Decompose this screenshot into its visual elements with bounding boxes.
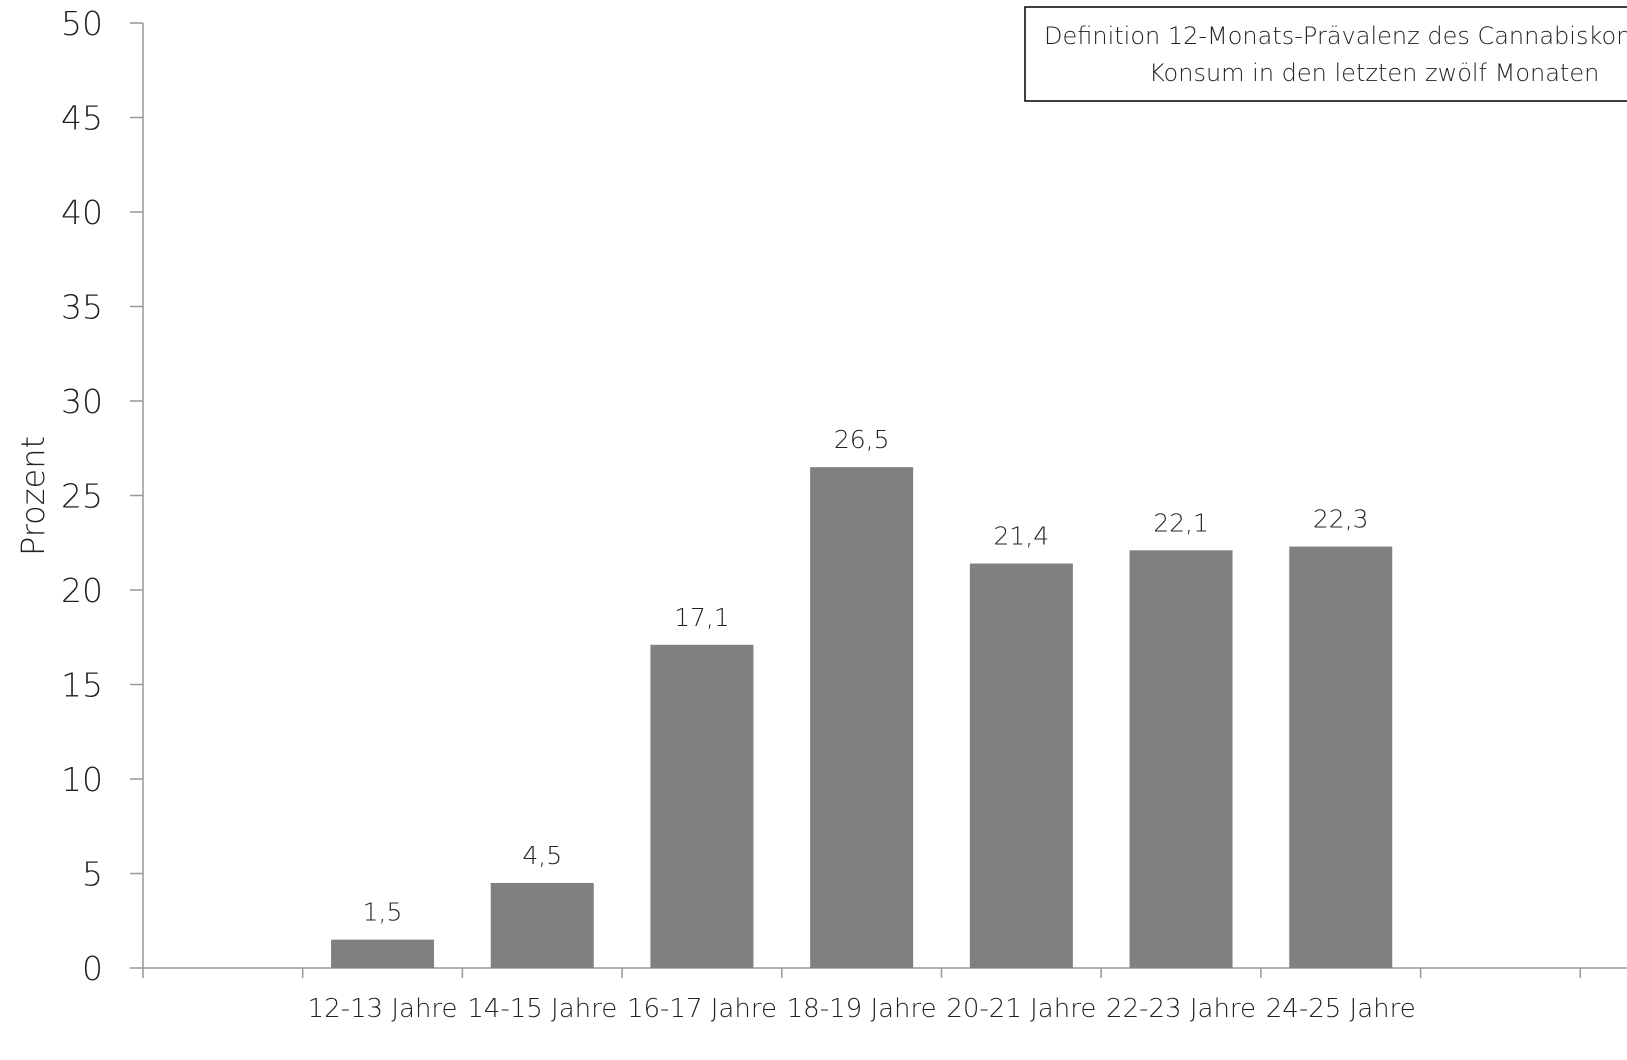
data-label: 26,5: [834, 425, 890, 454]
y-tick-label: 15: [61, 666, 103, 705]
data-labels: 1,5 4,5 17,1 26,5 21,4 22,1 22,3: [363, 425, 1369, 927]
x-axis: 12-13 Jahre 14-15 Jahre 16-17 Jahre 18-19 J…: [142, 967, 1627, 1024]
y-tick-label: 30: [61, 382, 103, 421]
x-tick-label: 22-23 Jahre: [1106, 994, 1256, 1024]
definition-note-box: [1024, 6, 1627, 102]
x-tick-label: 24-25 Jahre: [1266, 994, 1416, 1024]
y-tick-label: 45: [61, 99, 103, 138]
x-tick-label: 18-19 Jahre: [787, 994, 937, 1024]
bar: [810, 467, 914, 968]
data-label: 22,3: [1313, 505, 1369, 534]
x-tick-label: 20-21 Jahre: [946, 994, 1096, 1024]
y-tick-label: 35: [61, 288, 103, 327]
y-axis-title: Prozent: [14, 436, 52, 556]
definition-note-line-1: Definition 12-Monats-Prävalenz des Canna…: [1044, 22, 1627, 50]
y-tick-label: 50: [61, 4, 103, 43]
data-label: 22,1: [1153, 508, 1209, 537]
bar: [1289, 546, 1393, 968]
data-label: 4,5: [522, 841, 562, 870]
bars: [331, 467, 1393, 968]
bar: [1129, 550, 1233, 968]
bar: [650, 644, 754, 968]
x-tick-label: 14-15 Jahre: [467, 994, 617, 1024]
data-label: 17,1: [674, 603, 730, 632]
bar: [331, 939, 435, 968]
bar: [490, 882, 594, 968]
definition-note-line-2: Konsum in den letzten zwölf Monaten: [1149, 59, 1599, 87]
y-tick-label: 10: [61, 760, 103, 799]
y-tick-label: 5: [82, 855, 103, 894]
x-tick-label: 12-13 Jahre: [308, 994, 458, 1024]
x-tick-label: 16-17 Jahre: [627, 994, 777, 1024]
y-tick-label: 0: [82, 949, 103, 988]
definition-note: Definition 12-Monats-Prävalenz des Canna…: [1024, 6, 1627, 102]
y-axis: 0 5 10 15 20 25 30 35 40 45 50: [61, 4, 144, 988]
data-label: 21,4: [994, 522, 1050, 551]
y-tick-label: 40: [61, 193, 103, 232]
y-tick-label: 25: [61, 477, 103, 516]
bar: [969, 563, 1073, 968]
data-label: 1,5: [363, 898, 403, 927]
y-tick-label: 20: [61, 571, 103, 610]
